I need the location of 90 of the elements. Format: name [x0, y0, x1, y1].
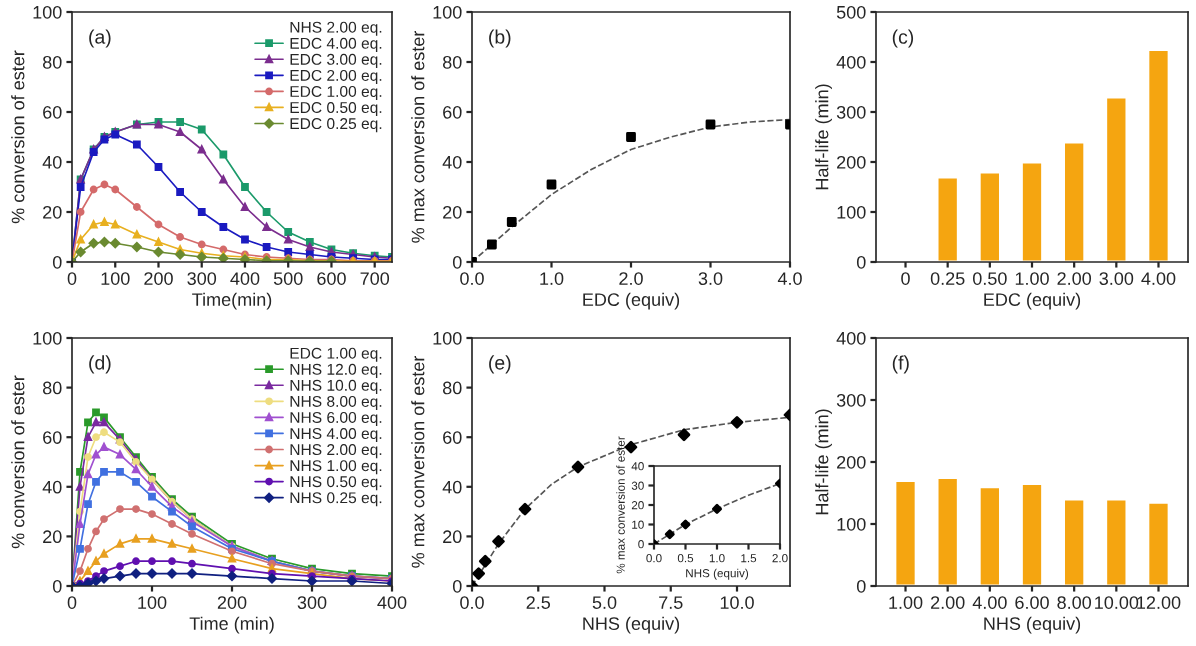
- y-tick-label: 60: [443, 105, 462, 119]
- y-tick-label: 60: [443, 431, 462, 444]
- y-tick-label: 80: [42, 55, 62, 69]
- y-tick-label: 20: [443, 205, 462, 219]
- x-axis-title: EDC (equiv): [583, 292, 680, 310]
- y-axis-title: % max conversion of ester: [411, 355, 425, 568]
- annotation: (c): [892, 29, 914, 48]
- annotation: (d): [89, 355, 111, 374]
- y-axis-title: % conversion of ester: [11, 375, 25, 549]
- x-axis-title: Time (min): [189, 616, 274, 634]
- x-axis-title: EDC (equiv): [984, 292, 1081, 310]
- y-tick-label: 100: [837, 205, 866, 219]
- x-tick-label: 200: [144, 272, 173, 285]
- x-tick-label: 600: [317, 272, 346, 285]
- x-tick-label: 1.00: [889, 596, 923, 609]
- y-tick-label: 0: [452, 255, 462, 269]
- x-axis-title: Time(min): [192, 292, 272, 310]
- y-axis-title: % conversion of ester: [11, 50, 25, 224]
- x-tick-label: 200: [217, 596, 247, 609]
- x-tick-label: 0: [67, 596, 77, 609]
- x-tick-label: 6.00: [1015, 596, 1049, 609]
- x-tick-label: 2.5: [526, 596, 551, 609]
- x-tick-label: 3.00: [1099, 272, 1134, 285]
- y-tick-label: 200: [837, 155, 866, 169]
- x-tick-label: 4.00: [972, 596, 1007, 609]
- y-axis-title: % max conversion of ester: [411, 30, 425, 243]
- y-tick-label: 200: [837, 455, 866, 469]
- x-tick-label: 700: [360, 272, 390, 285]
- y-tick-label: 80: [442, 381, 462, 395]
- x-tick-label: 100: [101, 272, 130, 285]
- x-tick-label: 100: [138, 596, 167, 609]
- x-tick-label: 4.00: [1141, 272, 1176, 285]
- y-tick-label: 0: [856, 255, 866, 269]
- x-tick-label: 5.0: [592, 596, 617, 609]
- annotation: (f): [892, 355, 909, 374]
- y-tick-label: 40: [42, 155, 62, 169]
- y-tick-label: 20: [443, 530, 462, 544]
- y-axis-title: Half-life (min): [815, 84, 832, 190]
- x-tick-label: 0.25: [930, 272, 965, 285]
- y-tick-label: 40: [442, 480, 462, 494]
- y-tick-label: 0: [452, 579, 462, 593]
- x-tick-label: 1.00: [1015, 272, 1049, 285]
- y-tick-label: 40: [42, 480, 62, 494]
- y-tick-label: 40: [442, 155, 462, 169]
- x-tick-label: 7.5: [659, 596, 683, 609]
- annotation: (e): [489, 355, 511, 374]
- y-tick-label: 60: [43, 431, 62, 444]
- y-tick-label: 300: [836, 105, 866, 119]
- y-tick-label: 100: [837, 517, 866, 531]
- x-tick-label: 0.50: [972, 272, 1007, 285]
- x-tick-label: 0: [901, 272, 910, 285]
- annotation: (b): [489, 29, 511, 48]
- x-tick-label: 400: [377, 596, 407, 609]
- x-tick-label: 8.00: [1057, 596, 1092, 609]
- x-tick-label: 2.00: [931, 596, 965, 609]
- y-tick-label: 80: [42, 381, 62, 395]
- x-tick-label: 300: [297, 596, 327, 609]
- y-tick-label: 60: [43, 105, 62, 119]
- x-tick-label: 1.0: [540, 272, 564, 285]
- y-tick-label: 100: [433, 331, 462, 345]
- y-tick-label: 300: [836, 393, 866, 407]
- y-tick-label: 80: [442, 55, 462, 69]
- y-axis-title: Half-life (min): [815, 409, 832, 515]
- x-tick-label: 0.0: [460, 596, 484, 609]
- y-tick-label: 100: [433, 5, 462, 19]
- x-tick-label: 12.00: [1137, 596, 1181, 609]
- x-axis-title: NHS (equiv): [984, 616, 1081, 634]
- y-tick-label: 0: [856, 579, 866, 593]
- y-tick-label: 20: [43, 530, 62, 544]
- x-tick-label: 10.00: [1095, 596, 1139, 609]
- x-tick-label: 2.00: [1057, 272, 1092, 285]
- x-tick-label: 4.0: [777, 272, 802, 285]
- y-tick-label: 0: [52, 579, 62, 593]
- y-tick-label: 400: [836, 55, 866, 69]
- x-tick-label: 500: [273, 272, 303, 285]
- y-tick-label: 20: [43, 205, 62, 219]
- x-axis-title: NHS (equiv): [583, 616, 680, 634]
- y-tick-label: 400: [836, 331, 866, 345]
- x-tick-label: 0.0: [460, 272, 484, 285]
- x-tick-label: 3.0: [698, 272, 723, 285]
- annotation: (a): [89, 29, 111, 48]
- y-tick-label: 100: [33, 5, 62, 19]
- y-tick-label: 500: [836, 5, 866, 19]
- y-tick-label: 0: [52, 255, 62, 269]
- y-tick-label: 100: [33, 331, 62, 345]
- x-tick-label: 10.0: [720, 596, 754, 609]
- x-tick-label: 2.0: [619, 272, 643, 285]
- x-tick-label: 300: [187, 272, 217, 285]
- x-tick-label: 400: [230, 272, 260, 285]
- x-tick-label: 0: [67, 272, 77, 285]
